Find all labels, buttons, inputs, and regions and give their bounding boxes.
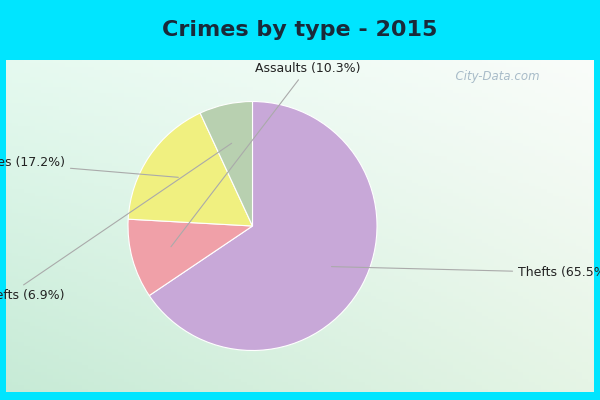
Text: Auto thefts (6.9%): Auto thefts (6.9%) xyxy=(0,143,232,302)
Text: Thefts (65.5%): Thefts (65.5%) xyxy=(331,266,600,279)
Text: Burglaries (17.2%): Burglaries (17.2%) xyxy=(0,156,178,177)
Wedge shape xyxy=(128,219,253,296)
Text: Assaults (10.3%): Assaults (10.3%) xyxy=(171,62,360,247)
Wedge shape xyxy=(149,102,377,350)
Text: City-Data.com: City-Data.com xyxy=(448,70,539,83)
Wedge shape xyxy=(200,102,253,226)
Wedge shape xyxy=(128,113,253,226)
Text: Crimes by type - 2015: Crimes by type - 2015 xyxy=(163,20,437,40)
